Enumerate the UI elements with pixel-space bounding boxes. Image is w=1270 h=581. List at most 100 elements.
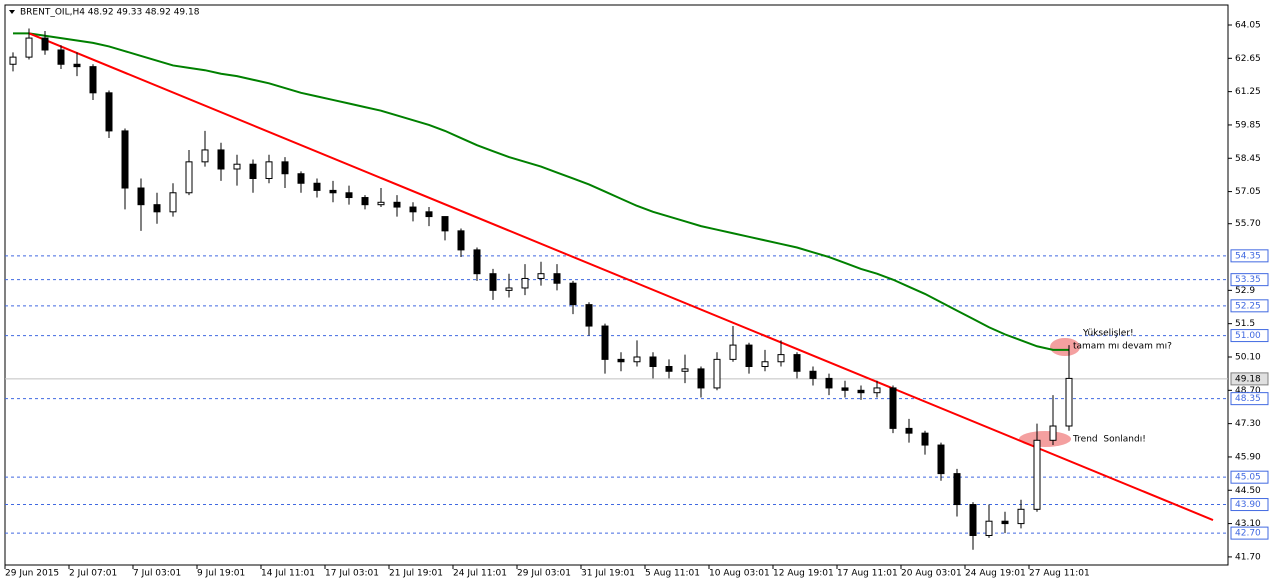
candle-body (441, 216, 449, 232)
candle-body (777, 354, 785, 363)
candle-body (537, 273, 545, 279)
level-label-box (1230, 498, 1269, 512)
candle-body (793, 354, 801, 372)
level-label-box (1230, 470, 1269, 484)
candle-body (569, 282, 577, 306)
candle-body (985, 520, 993, 536)
level-label-box (1230, 526, 1269, 540)
annotation: Trend Sonlandı! (1072, 435, 1146, 445)
x-tick-label: 21 Jul 19:01 (389, 569, 443, 579)
candle-body (745, 344, 753, 368)
y-tick-label: 47.30 (1235, 419, 1261, 429)
candle-body (73, 63, 81, 68)
x-tick-label: 12 Aug 19:01 (773, 569, 834, 579)
candle-body (953, 473, 961, 506)
x-tick-label: 14 Jul 11:01 (261, 569, 315, 579)
level-label-box (1230, 329, 1269, 343)
candle-body (249, 163, 257, 179)
level-label: 43.90 (1235, 500, 1261, 510)
candle-body (377, 201, 385, 206)
level-label: 51.00 (1235, 331, 1261, 341)
level-label: 42.70 (1235, 529, 1261, 539)
x-tick-label: 10 Aug 03:01 (709, 569, 770, 579)
candle-body (281, 161, 289, 175)
y-tick-label: 44.50 (1235, 486, 1261, 496)
candle-body (297, 173, 305, 184)
candle-body (921, 432, 929, 446)
candle-body (857, 389, 865, 394)
candle-body (969, 504, 977, 536)
candle-body (217, 149, 225, 170)
candle-body (1017, 508, 1025, 525)
annotation: Yükselişler! (1082, 329, 1134, 339)
level-label: 45.05 (1235, 473, 1261, 483)
plot (5, 28, 1228, 550)
candle-body (729, 344, 737, 360)
x-tick-label: 17 Aug 11:01 (837, 569, 898, 579)
y-tick-label: 51.5 (1235, 319, 1255, 329)
candle-body (265, 161, 273, 179)
candle-body (1049, 425, 1057, 441)
y-tick-label: 45.90 (1235, 452, 1261, 462)
candle-body (489, 273, 497, 291)
candle-body (233, 163, 241, 170)
candle-body (1065, 377, 1073, 427)
x-tick-label: 29 Jun 2015 (5, 569, 59, 579)
level-label: 54.35 (1235, 251, 1261, 261)
x-tick-label: 24 Jul 11:01 (453, 569, 507, 579)
candle-body (105, 92, 113, 132)
level-label-box (1230, 249, 1269, 263)
level-label-box (1230, 273, 1269, 287)
candle-body (681, 368, 689, 372)
candle-body (169, 192, 177, 213)
candle-body (473, 249, 481, 275)
candle-body (617, 358, 625, 363)
y-tick-label: 48.70 (1235, 386, 1261, 396)
x-tick-label: 17 Jul 03:01 (325, 569, 379, 579)
candle-body (601, 325, 609, 360)
candle-body (553, 273, 561, 284)
price-label-box (1230, 372, 1269, 386)
candle-body (697, 368, 705, 389)
x-tick-label: 2 Jul 07:01 (69, 569, 117, 579)
candle-body (825, 377, 833, 389)
candle-body (633, 356, 641, 363)
y-tick-label: 62.65 (1235, 54, 1261, 64)
candle-body (137, 187, 145, 206)
level-label-box (1230, 392, 1269, 406)
candle-body (937, 444, 945, 475)
candle-body (121, 130, 129, 189)
candle-body (393, 201, 401, 208)
y-tick-label: 52.9 (1235, 286, 1255, 296)
y-tick-label: 57.05 (1235, 187, 1261, 197)
plot-frame (4, 4, 1229, 566)
candle-body (41, 37, 49, 51)
candle-body (905, 427, 913, 434)
candle-body (89, 66, 97, 94)
y-tick-label: 64.05 (1235, 20, 1261, 30)
candle-body (25, 37, 33, 58)
level-label-box (1230, 299, 1269, 313)
x-tick-label: 20 Aug 03:01 (901, 569, 962, 579)
moving-average (13, 32, 1069, 351)
level-label: 48.35 (1235, 394, 1261, 404)
y-tick-label: 59.85 (1235, 120, 1261, 130)
y-tick-label: 55.70 (1235, 219, 1261, 229)
candle-body (201, 149, 209, 163)
candle-body (665, 366, 673, 372)
candle-body (361, 197, 369, 206)
candle-body (313, 182, 321, 191)
y-tick-label: 58.45 (1235, 154, 1261, 164)
candle-body (521, 277, 529, 289)
candle-body (185, 161, 193, 194)
candle-body (505, 287, 513, 291)
y-tick-label: 61.25 (1235, 87, 1261, 97)
level-label: 52.25 (1235, 301, 1261, 311)
trendline (28, 32, 1214, 521)
annotation: tamam mı devam mı? (1073, 342, 1172, 352)
candle-body (9, 56, 17, 65)
y-tick-label: 43.10 (1235, 519, 1261, 529)
candle-body (713, 358, 721, 389)
